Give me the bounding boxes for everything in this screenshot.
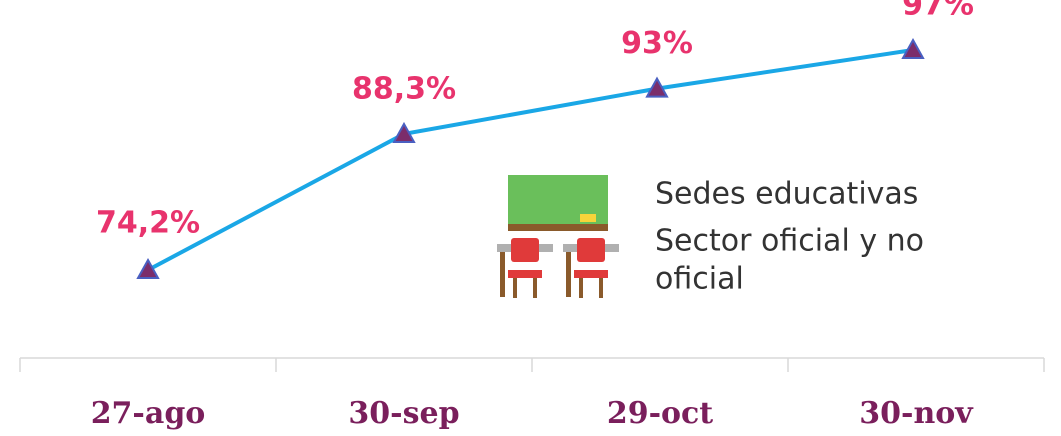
marker (138, 260, 158, 278)
x-tick-label: 27-ago (91, 396, 206, 431)
x-tick-label: 30-nov (859, 396, 974, 431)
annotation: Sedes educativas (655, 177, 918, 212)
chart: Sedes educativas Sector oficial y no ofi… (0, 0, 1061, 436)
data-label: 88,3% (352, 71, 456, 106)
annotation: oficial (655, 262, 744, 297)
marker (903, 40, 923, 58)
annotation: Sector oficial y no (655, 224, 924, 259)
data-label: 97% (902, 0, 974, 23)
classroom-icon (497, 175, 619, 298)
x-tick-label: 29-oct (607, 396, 713, 431)
data-label: 93% (621, 26, 693, 61)
x-tick-label: 30-sep (348, 396, 459, 431)
data-label: 74,2% (96, 206, 200, 241)
